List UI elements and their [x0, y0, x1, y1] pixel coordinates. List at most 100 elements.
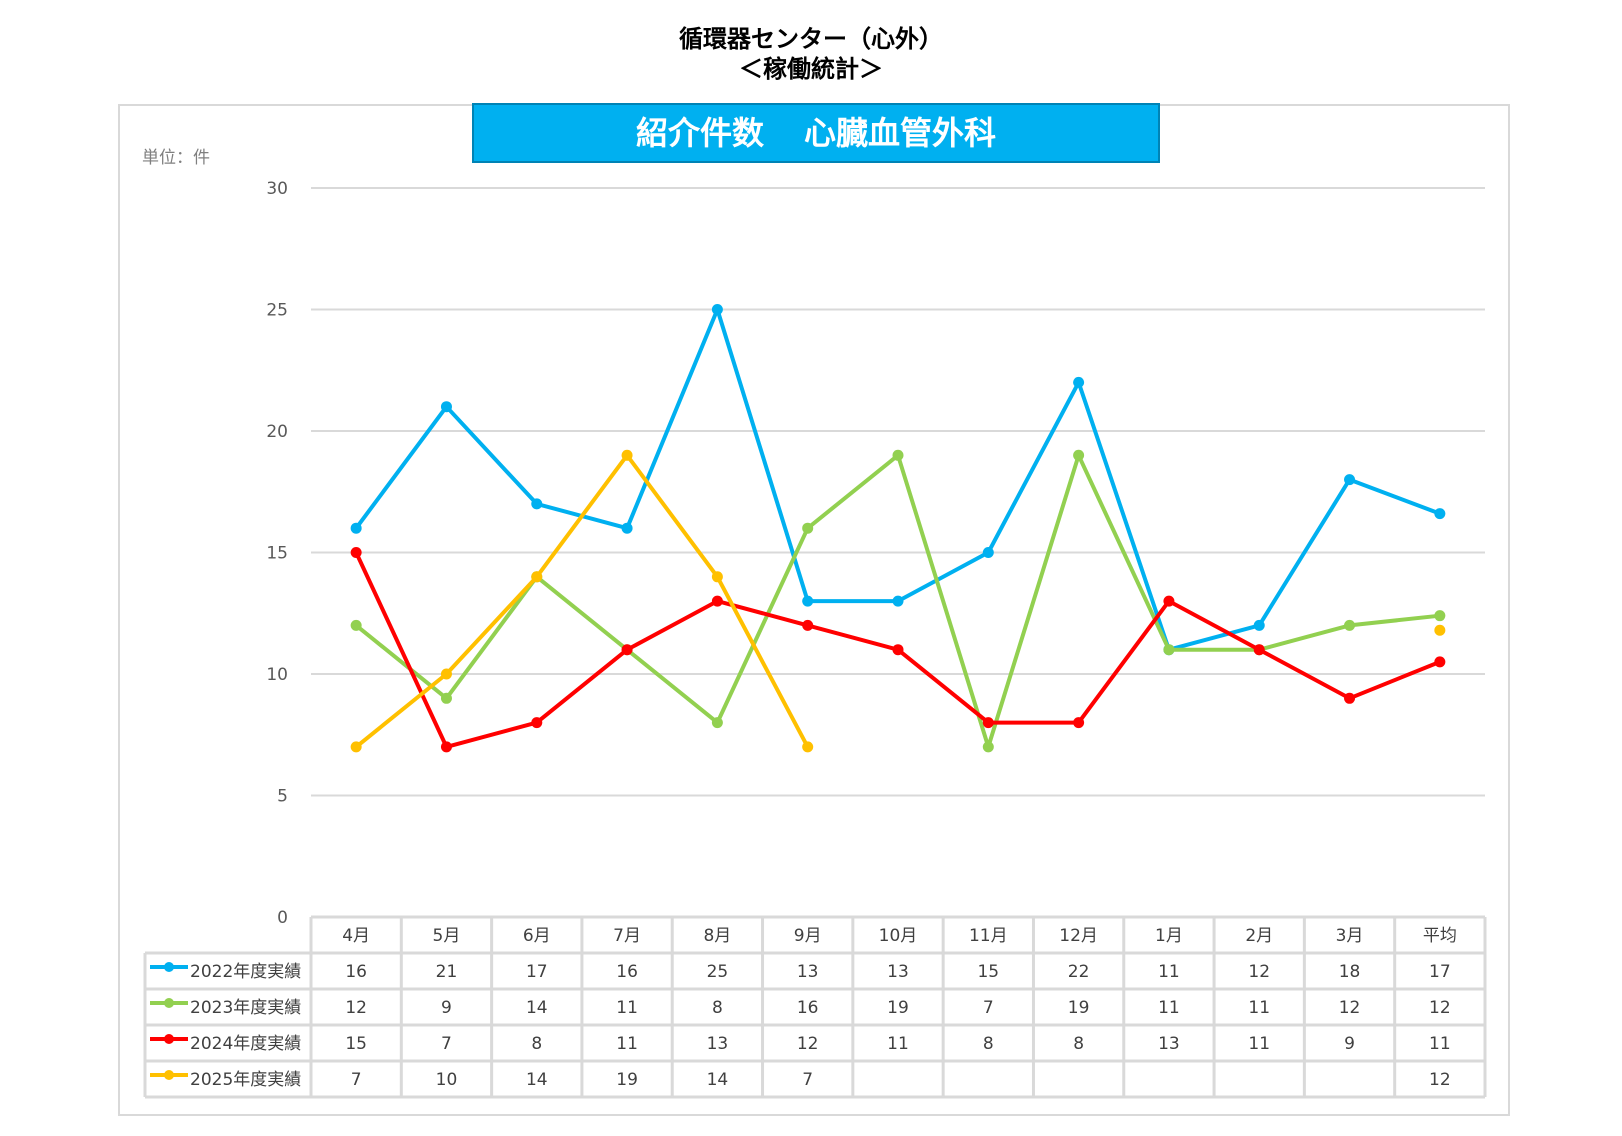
table-cell-value: 18	[1339, 962, 1361, 982]
data-point	[621, 449, 633, 461]
legend-label: 2024年度実績	[190, 1034, 301, 1054]
data-point	[1163, 644, 1175, 656]
table-cell-value: 17	[526, 962, 548, 982]
data-point	[711, 571, 723, 583]
data-point	[350, 547, 362, 558]
table-cell-value: 12	[1339, 998, 1361, 1018]
series-line	[354, 453, 810, 749]
table-cell-value: 19	[887, 998, 909, 1018]
table-cell-value: 14	[526, 1070, 548, 1090]
data-point	[1073, 449, 1085, 461]
table-cell-value: 13	[1158, 1034, 1180, 1054]
data-point	[1434, 508, 1446, 520]
x-category-label: 10月	[879, 926, 918, 946]
x-category-label: 7月	[613, 926, 641, 946]
y-tick-label: 30	[266, 179, 288, 199]
table-cell-value: 12	[1429, 998, 1451, 1018]
data-point	[982, 547, 994, 558]
table-cell-value: 9	[441, 998, 452, 1018]
legend-marker	[164, 1034, 174, 1044]
table-cell-value: 12	[1429, 1070, 1451, 1090]
x-category-label: 2月	[1245, 926, 1273, 946]
legend-label: 2025年度実績	[190, 1070, 301, 1090]
table-cell-value: 11	[1158, 962, 1180, 982]
data-point	[350, 741, 362, 753]
table-cell-value: 11	[1248, 1034, 1270, 1054]
table-cell-value: 12	[797, 1034, 819, 1054]
x-category-label: 3月	[1336, 926, 1364, 946]
y-tick-label: 10	[266, 665, 288, 685]
table-cell-value: 19	[616, 1070, 638, 1090]
y-tick-label: 15	[266, 544, 288, 564]
data-point	[531, 498, 543, 510]
data-point	[350, 522, 362, 534]
legend-label: 2023年度実績	[190, 998, 301, 1018]
table-cell-value: 19	[1068, 998, 1090, 1018]
data-point	[1434, 656, 1446, 668]
table-cell-value: 7	[441, 1034, 452, 1054]
table-cell-value: 16	[797, 998, 819, 1018]
data-point	[892, 595, 904, 607]
x-category-label: 1月	[1155, 926, 1183, 946]
x-category-label: 5月	[433, 926, 461, 946]
table-cell-value: 8	[712, 998, 723, 1018]
data-point	[711, 717, 723, 729]
table-cell-value: 15	[345, 1034, 367, 1054]
data-point	[350, 619, 362, 631]
data-point	[982, 717, 994, 729]
y-tick-label: 25	[266, 301, 288, 321]
data-point	[1253, 644, 1265, 656]
data-point	[711, 595, 723, 607]
y-tick-label: 5	[277, 787, 288, 807]
page-title: 循環器センター（心外）	[679, 25, 943, 53]
x-category-label: 平均	[1423, 926, 1457, 946]
data-point	[892, 644, 904, 656]
data-point	[531, 571, 543, 583]
table-cell-value: 8	[1073, 1034, 1084, 1054]
table-cell-value: 7	[802, 1070, 813, 1090]
data-point	[1344, 692, 1356, 704]
table-cell-value: 7	[351, 1070, 362, 1090]
data-point	[982, 741, 994, 753]
legend-marker	[164, 1070, 174, 1080]
x-category-label: 8月	[703, 926, 731, 946]
legend-label: 2022年度実績	[190, 962, 301, 982]
table-cell-value: 15	[977, 962, 999, 982]
table-cell-value: 14	[526, 998, 548, 1018]
table-cell-value: 14	[707, 1070, 729, 1090]
chart-title-left: 紹介件数	[635, 114, 764, 152]
table-cell-value: 13	[707, 1034, 729, 1054]
table-cell-value: 10	[436, 1070, 458, 1090]
data-point	[1253, 619, 1265, 631]
table-cell-value: 11	[616, 998, 638, 1018]
table-cell-value: 25	[707, 962, 729, 982]
table-cell-value: 11	[1429, 1034, 1451, 1054]
data-point	[621, 522, 633, 534]
legend-marker	[164, 998, 174, 1008]
data-point	[1073, 376, 1085, 388]
table-cell-value: 11	[1158, 998, 1180, 1018]
data-point	[440, 668, 452, 680]
x-category-label: 4月	[342, 926, 370, 946]
data-point	[1163, 595, 1175, 607]
table-cell-value: 21	[436, 962, 458, 982]
unit-label: 単位：件	[142, 148, 210, 168]
table-cell-value: 16	[345, 962, 367, 982]
x-category-label: 6月	[523, 926, 551, 946]
page-subtitle: ＜稼働統計＞	[739, 55, 883, 83]
table-cell-value: 8	[983, 1034, 994, 1054]
table-cell-value: 7	[983, 998, 994, 1018]
data-point	[440, 741, 452, 753]
table-cell-value: 11	[1248, 998, 1270, 1018]
data-point	[1073, 717, 1085, 729]
chart-title-banner: 紹介件数 心臓血管外科	[472, 103, 1160, 163]
data-point	[802, 595, 814, 607]
data-point	[621, 644, 633, 656]
x-category-label: 11月	[969, 926, 1008, 946]
data-point	[1434, 610, 1446, 622]
table-cell-value: 17	[1429, 962, 1451, 982]
data-point	[1344, 619, 1356, 631]
data-point	[1344, 474, 1356, 486]
table-cell-value: 11	[616, 1034, 638, 1054]
